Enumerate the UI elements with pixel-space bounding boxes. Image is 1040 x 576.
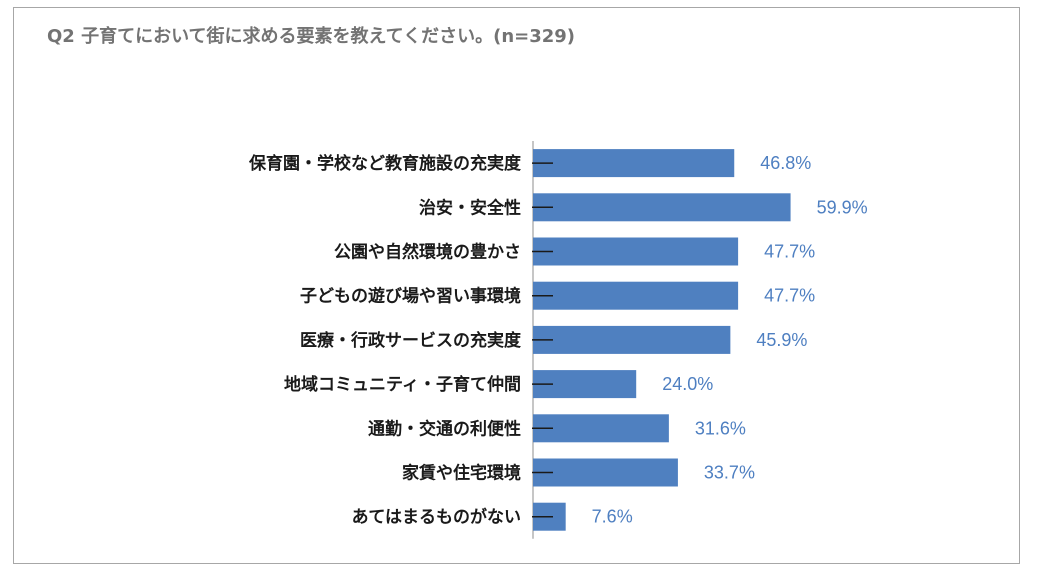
data-label: 46.8%	[760, 153, 811, 173]
category-label: 公園や自然環境の豊かさ	[334, 242, 521, 263]
bar	[533, 193, 791, 222]
category-label: あてはまるものがない	[352, 507, 521, 528]
data-label: 31.6%	[695, 418, 746, 438]
category-label: 保育園・学校など教育施設の充実度	[248, 153, 522, 174]
data-label: 47.7%	[764, 242, 815, 262]
category-label: 医療・行政サービスの充実度	[300, 330, 522, 351]
chart-title: Q2 子育てにおいて街に求める要素を教えてください。(n=329)	[47, 26, 576, 47]
category-label: 地域コミュニティ・子育て仲間	[284, 374, 521, 395]
bar	[533, 149, 735, 178]
data-label: 59.9%	[817, 197, 868, 217]
chart-frame	[13, 7, 1020, 564]
data-label: 33.7%	[704, 463, 755, 483]
bar	[533, 237, 739, 266]
category-label: 子どもの遊び場や習い事環境	[300, 286, 521, 307]
data-label: 47.7%	[764, 286, 815, 306]
bar	[533, 414, 669, 443]
bar	[533, 325, 731, 354]
category-label: 治安・安全性	[419, 197, 521, 218]
bar	[533, 281, 739, 310]
bar	[533, 458, 678, 487]
category-label: 通勤・交通の利便性	[368, 418, 521, 439]
category-label: 家賃や住宅環境	[402, 463, 521, 484]
data-label: 45.9%	[756, 330, 807, 350]
data-label: 24.0%	[662, 374, 713, 394]
data-label: 7.6%	[592, 507, 633, 527]
